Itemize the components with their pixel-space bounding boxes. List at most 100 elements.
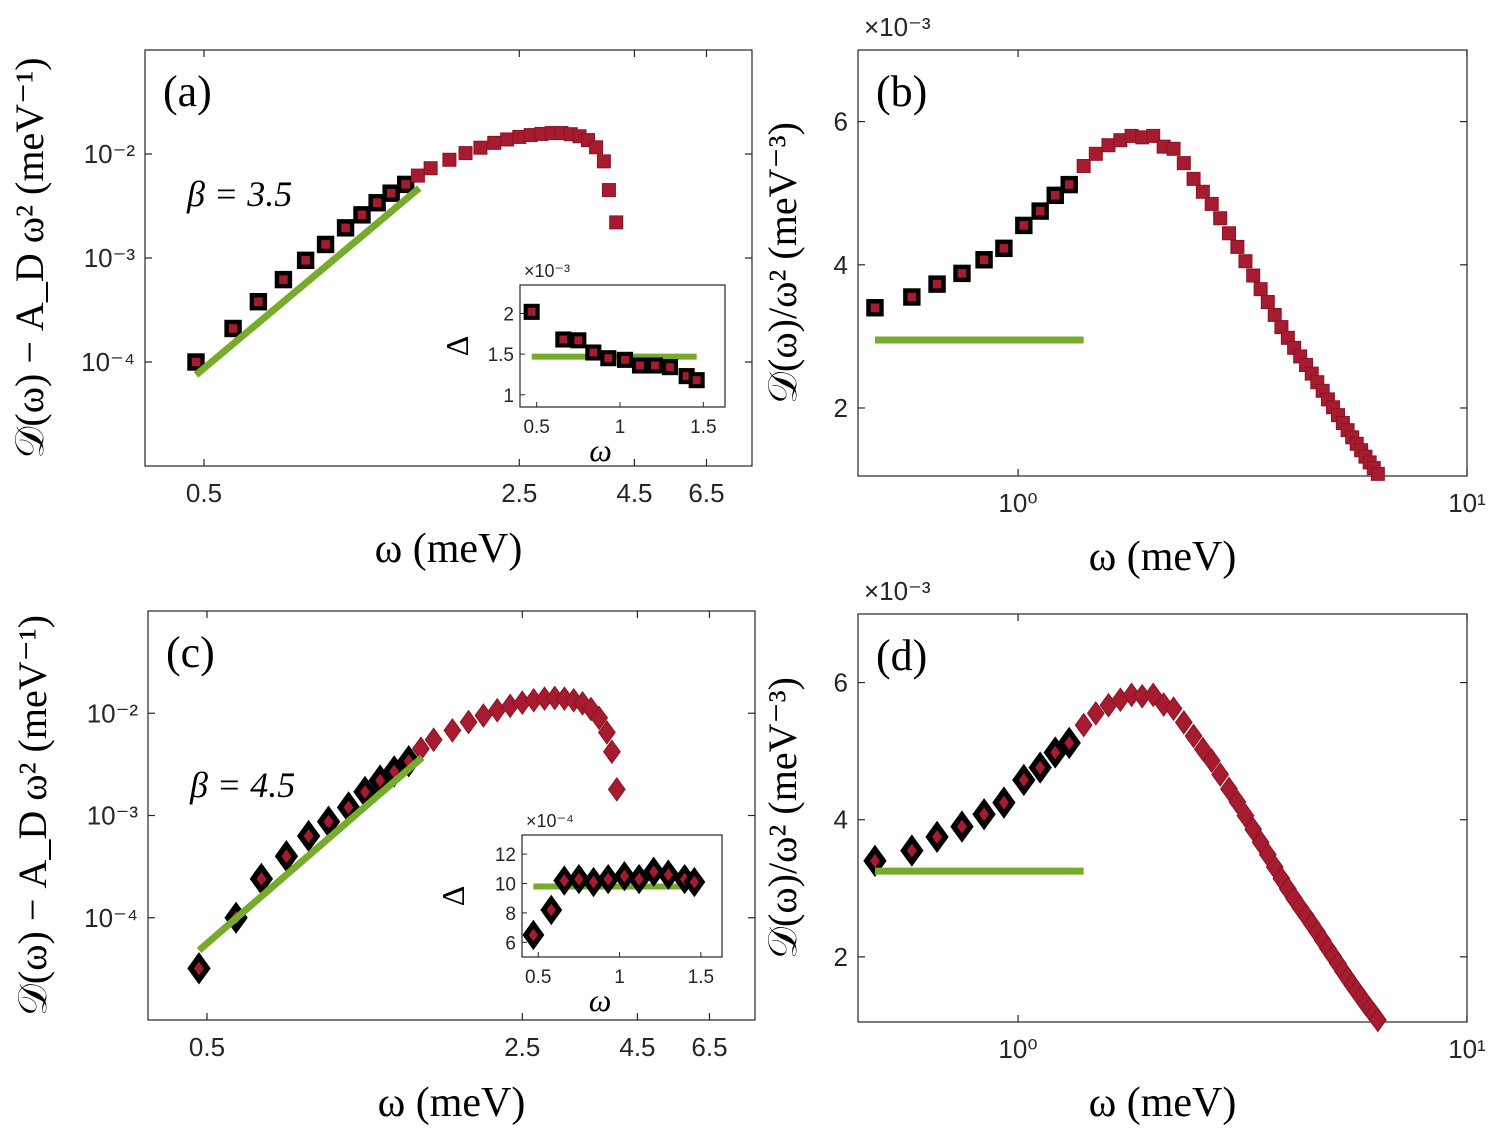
y-axis-label: 𝒟(ω)/ω² (meV⁻³) (760, 122, 805, 404)
inset-data-point (570, 332, 587, 349)
data-point (1228, 789, 1247, 815)
data-point (1060, 175, 1078, 194)
data-point (1267, 307, 1282, 322)
inset-data-point (555, 331, 572, 348)
inset-data-point (646, 357, 664, 374)
y-tick-label: 10⁻³ (84, 243, 136, 273)
data-point (1043, 736, 1067, 769)
inset-y-tick-label: 1 (503, 386, 514, 407)
inset-data-point (683, 866, 706, 898)
data-point (1074, 712, 1093, 738)
data-point (487, 135, 502, 150)
axes-frame-c (147, 610, 756, 1021)
data-point (1211, 762, 1230, 787)
panel-d: 10⁰ 10¹ 2 4 6 ×10⁻³ (d) ω (meV) 𝒟(ω)/ω² (meV⁻³) (760, 576, 1486, 1126)
y-tick-label: 10⁻³ (87, 801, 139, 831)
data-point (1184, 723, 1203, 749)
data-point (602, 739, 621, 765)
x-tick-label: 10¹ (1448, 1034, 1486, 1064)
y-tick-label: 10⁻² (87, 698, 139, 728)
x-axis-label: ω (meV) (378, 1080, 526, 1126)
panel-c: 0.5 2.5 4.5 6.5 10⁻⁴ 10⁻³ 10⁻² (c) β = 4.5 ω (meV… (10, 610, 756, 1126)
inset-data-point (657, 859, 680, 890)
inset-x-tick-label: 0.5 (523, 417, 549, 438)
data-point (975, 251, 993, 269)
data-point (187, 353, 205, 371)
data-point (1176, 156, 1191, 171)
data-point (925, 820, 949, 854)
data-point (596, 154, 611, 169)
data-point (1086, 701, 1105, 726)
data-point (442, 152, 457, 167)
x-tick-label: 10¹ (1448, 488, 1486, 518)
y-tick-label: 6 (834, 668, 848, 698)
y-tick-label: 10⁻⁴ (84, 903, 138, 933)
data-point (953, 264, 971, 283)
y-tick-label: 4 (834, 250, 848, 280)
data-point (1195, 184, 1210, 199)
data-point (274, 270, 293, 289)
data-point (992, 786, 1016, 819)
data-point (1088, 146, 1103, 161)
data-point (187, 952, 211, 985)
inset-y-label: Δ (439, 336, 475, 357)
inset-x-tick-label: 0.5 (525, 967, 551, 988)
data-point (609, 215, 624, 230)
inset-data-point (585, 344, 602, 361)
data-point (589, 140, 604, 155)
data-point (459, 709, 478, 735)
panel-label: (c) (166, 628, 215, 677)
data-point (500, 132, 515, 147)
data-point (1230, 239, 1245, 254)
inset-y-label: Δ (435, 886, 471, 907)
inset-data-point (597, 863, 620, 895)
data-point (1076, 158, 1091, 173)
inset-x-label: ω (589, 982, 612, 1018)
data-point (1101, 138, 1116, 153)
data-point (224, 319, 242, 338)
inset-x-tick-label: 1 (615, 417, 626, 438)
x-tick-label: 4.5 (619, 1032, 655, 1062)
data-point (1012, 763, 1036, 797)
y-axis-label: 𝒟(ω)/ω² (meV⁻³) (760, 677, 805, 959)
x-tick-label: 2.5 (504, 1032, 540, 1062)
data-point (336, 219, 355, 237)
data-point (458, 146, 473, 161)
y-tick-label: 10⁻² (84, 139, 136, 169)
y-tick-label: 4 (834, 805, 848, 835)
data-point (1031, 202, 1049, 220)
inset-data-point (613, 861, 636, 892)
panel-label: (d) (876, 631, 927, 680)
data-point (424, 727, 443, 753)
data-point (1146, 128, 1161, 143)
panel-a: 0.5 2.5 4.5 6.5 10⁻⁴ 10⁻³ 10⁻² (a) β = 3.5 ω (meV… (7, 49, 753, 572)
data-point (866, 299, 884, 317)
inset-data-point (631, 357, 649, 374)
data-point (928, 275, 946, 293)
fit-line (196, 754, 425, 953)
data-point (382, 184, 400, 202)
x-tick-label: 6.5 (688, 478, 724, 508)
data-point (900, 834, 924, 867)
data-point (607, 777, 626, 802)
inset-data-point (642, 856, 665, 887)
x-tick-label: 10⁰ (998, 1034, 1037, 1064)
data-point (1193, 736, 1212, 762)
data-point (1204, 196, 1219, 211)
data-point (443, 718, 462, 743)
data-point (368, 194, 386, 212)
x-tick-label: 6.5 (691, 1032, 727, 1062)
data-point (296, 251, 315, 270)
data-point (1253, 282, 1268, 297)
data-point (1238, 254, 1253, 269)
fit-line (193, 185, 422, 378)
data-point (474, 703, 493, 728)
data-point (1028, 751, 1052, 784)
x-tick-label: 0.5 (189, 1032, 225, 1062)
beta-annotation: β = 4.5 (189, 765, 295, 805)
x-tick-label: 4.5 (616, 478, 652, 508)
data-point (316, 805, 341, 838)
data-point (1368, 1007, 1387, 1033)
inset-multiplier: ×10⁻⁴ (526, 811, 574, 831)
y-tick-label: 2 (834, 942, 848, 972)
